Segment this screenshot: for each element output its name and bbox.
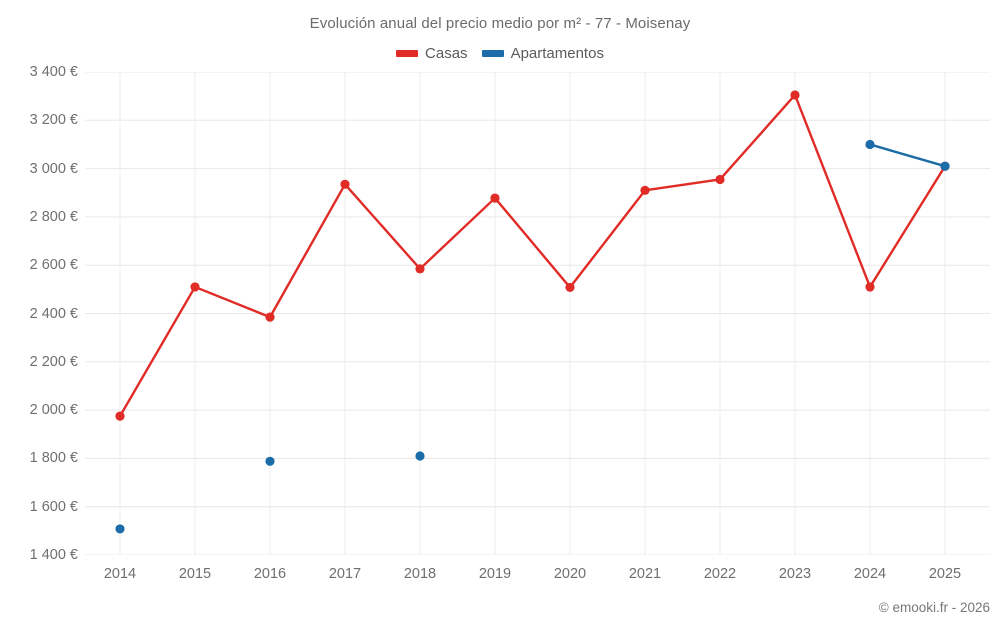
y-tick-label: 2 000 € xyxy=(29,402,78,419)
plot-svg xyxy=(85,72,990,555)
y-tick-label: 1 600 € xyxy=(29,498,78,515)
y-tick-label: 2 400 € xyxy=(29,305,78,322)
legend-item-casas[interactable]: Casas xyxy=(396,45,468,62)
x-tick-label: 2025 xyxy=(928,566,962,582)
x-tick-label: 2023 xyxy=(778,566,812,582)
y-axis: 1 400 € 1 600 € 1 800 € 2 000 € 2 200 € 2 400… xyxy=(0,64,78,563)
y-tick-label: 2 200 € xyxy=(29,353,78,370)
legend-label-apartamentos: Apartamentos xyxy=(510,45,604,62)
x-tick-label: 2022 xyxy=(703,566,737,582)
x-tick-label: 2021 xyxy=(628,566,662,582)
plot-area xyxy=(85,72,990,555)
chart-legend: Casas Apartamentos xyxy=(0,45,1000,62)
x-tick-label: 2015 xyxy=(178,566,212,582)
x-tick-label: 2020 xyxy=(553,566,587,582)
chart-title: Evolución anual del precio medio por m² … xyxy=(309,15,691,32)
legend-swatch-apartamentos xyxy=(481,50,504,57)
x-tick-label: 2024 xyxy=(853,566,887,582)
legend-item-apartamentos[interactable]: Apartamentos xyxy=(481,45,604,62)
legend-swatch-casas xyxy=(396,50,419,57)
y-tick-label: 1 400 € xyxy=(29,547,78,563)
y-tick-label: 2 600 € xyxy=(29,257,78,274)
x-tick-label: 2017 xyxy=(328,566,362,582)
y-tick-label: 2 800 € xyxy=(29,208,78,225)
y-tick-label: 3 000 € xyxy=(29,160,78,177)
y-tick-label: 3 200 € xyxy=(29,112,78,129)
y-tick-label: 3 400 € xyxy=(29,64,78,80)
legend-label-casas: Casas xyxy=(425,45,468,62)
y-tick-label: 1 800 € xyxy=(29,450,78,467)
chart-footer-copyright: © emooki.fr - 2026 xyxy=(878,600,990,615)
x-tick-label: 2018 xyxy=(403,566,437,582)
x-tick-label: 2014 xyxy=(103,566,137,582)
x-tick-label: 2016 xyxy=(253,566,287,582)
x-tick-label: 2019 xyxy=(478,566,512,582)
